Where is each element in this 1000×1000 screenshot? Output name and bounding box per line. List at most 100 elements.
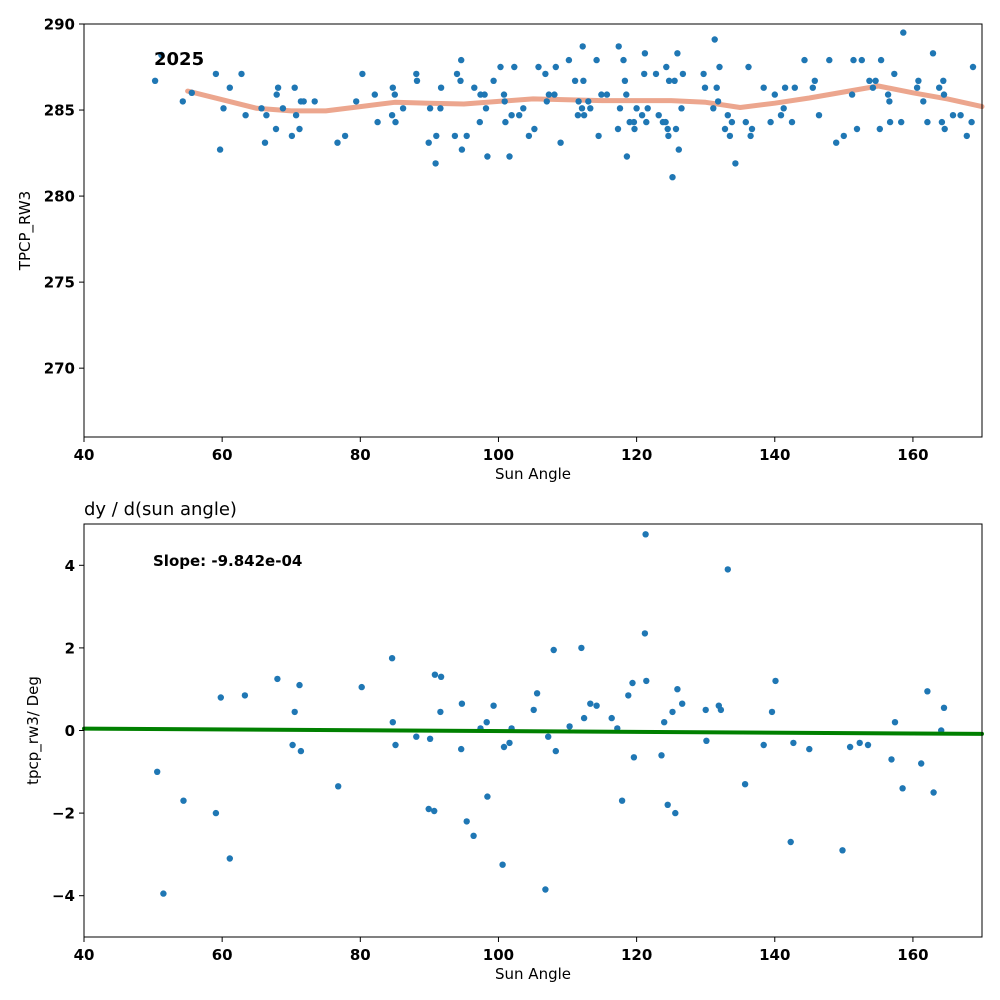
top-chart-data-point: [571, 77, 579, 85]
top-chart-data-point: [631, 125, 638, 133]
bottom-chart-data-point: [289, 741, 296, 749]
bottom-chart-points-layer: [154, 531, 948, 897]
top-chart-data-point: [516, 112, 523, 119]
bottom-chart-data-point: [930, 789, 937, 796]
bottom-chart-x-tick-label: 100: [483, 946, 514, 964]
top-chart-data-point: [655, 112, 662, 119]
top-chart-data-point: [716, 63, 723, 71]
bottom-chart-data-point: [658, 752, 665, 759]
top-chart-data-point: [815, 112, 823, 119]
bottom-chart-title: dy / d(sun angle): [84, 499, 237, 520]
top-chart-data-point: [957, 112, 964, 119]
top-chart-data-point: [643, 118, 650, 126]
top-chart-data-point: [745, 63, 752, 71]
bottom-chart-data-point: [458, 745, 465, 753]
bottom-chart-data-point: [846, 743, 854, 751]
top-chart-data-point: [413, 77, 421, 85]
top-chart-data-point: [242, 112, 249, 119]
top-chart-data-point: [151, 77, 159, 85]
top-chart-data-point: [238, 70, 245, 78]
top-chart-x-axis: 40 60 80 100 120 140 160: [74, 437, 929, 464]
top-chart-data-point: [272, 125, 280, 133]
bottom-chart-data-point: [672, 809, 679, 817]
bottom-chart-data-point: [625, 692, 632, 699]
top-chart-data-point: [714, 98, 722, 105]
top-chart-data-point: [433, 132, 440, 140]
top-chart-data-point: [726, 132, 734, 140]
top-chart-data-point: [721, 125, 729, 133]
top-chart-data-point: [748, 125, 756, 133]
top-chart-data-point: [179, 98, 186, 105]
top-chart-data-point: [652, 70, 660, 78]
top-chart-data-point: [742, 118, 749, 126]
top-chart-data-point: [663, 63, 670, 71]
bottom-chart-data-point: [580, 714, 588, 722]
top-chart-data-point: [771, 91, 778, 98]
top-chart-data-point: [580, 77, 587, 85]
top-chart-data-point: [502, 118, 509, 126]
top-chart-y-tick-label: 290: [44, 16, 75, 34]
bottom-chart-data-point: [392, 741, 399, 749]
bottom-chart-data-point: [483, 719, 490, 726]
top-chart-data-point: [543, 98, 550, 105]
top-chart-data-point: [451, 132, 459, 140]
top-chart-x-tick-label: 80: [350, 446, 371, 464]
top-chart-data-point: [296, 125, 303, 133]
top-chart-data-point: [711, 36, 718, 43]
top-chart-data-point: [273, 91, 280, 98]
top-chart-data-point: [936, 84, 943, 91]
top-chart-data-point: [728, 118, 736, 126]
top-chart-data-point: [471, 84, 478, 91]
top-chart-data-point: [760, 84, 767, 91]
bottom-chart-data-point: [724, 566, 731, 573]
top-chart-x-tick-label: 60: [212, 446, 233, 464]
top-chart-points-layer: [151, 29, 977, 181]
bottom-chart-data-point: [545, 733, 552, 740]
top-chart-data-point: [579, 43, 586, 50]
top-chart-data-point: [675, 146, 682, 153]
top-chart-data-point: [886, 98, 893, 105]
bottom-chart-data-point: [500, 743, 508, 751]
top-chart-data-point: [949, 112, 957, 119]
top-chart-data-point: [551, 91, 558, 98]
top-chart-data-point: [665, 77, 673, 85]
top-chart-data-point: [669, 174, 676, 181]
bottom-chart-data-point: [864, 741, 872, 749]
top-chart-data-point: [453, 70, 461, 78]
top-chart-data-point: [481, 91, 488, 98]
top-chart-data-point: [674, 50, 681, 57]
bottom-chart-data-point: [296, 681, 303, 689]
bottom-chart-data-point: [542, 886, 549, 893]
bottom-chart-data-point: [550, 646, 557, 654]
bottom-chart-data-point: [274, 675, 281, 683]
top-chart-y-label: TPCP_RW3: [16, 191, 35, 271]
top-chart-data-point: [672, 125, 680, 133]
top-chart-data-point: [525, 132, 533, 140]
top-chart-data-point: [833, 139, 840, 146]
top-chart-data-point: [679, 70, 687, 78]
top-chart-data-point: [678, 105, 685, 112]
bottom-chart-data-point: [839, 847, 846, 854]
bottom-chart-data-point: [226, 855, 233, 862]
top-chart-data-point: [392, 118, 399, 126]
top-chart-data-point: [826, 56, 833, 64]
top-chart-data-point: [850, 56, 857, 64]
bottom-chart-data-point: [470, 832, 477, 839]
bottom-chart-data-point: [552, 747, 559, 755]
bottom-chart-data-point: [530, 706, 537, 714]
bottom-chart-data-point: [760, 741, 767, 749]
bottom-chart-data-point: [940, 704, 948, 711]
bottom-chart-x-axis: 40 60 80 100 120 140 160: [74, 937, 929, 964]
bottom-chart-data-point: [154, 768, 161, 775]
bottom-chart-data-point: [437, 673, 445, 680]
bottom-chart-data-point: [924, 688, 931, 695]
bottom-chart-data-point: [458, 700, 466, 707]
top-chart-data-point: [641, 70, 648, 78]
top-chart-data-point: [535, 63, 542, 71]
top-chart-x-tick-label: 40: [74, 446, 95, 464]
top-chart-data-point: [371, 91, 378, 98]
top-chart-data-point: [791, 84, 798, 91]
top-chart-data-point: [920, 98, 927, 105]
top-chart-data-point: [484, 153, 491, 160]
